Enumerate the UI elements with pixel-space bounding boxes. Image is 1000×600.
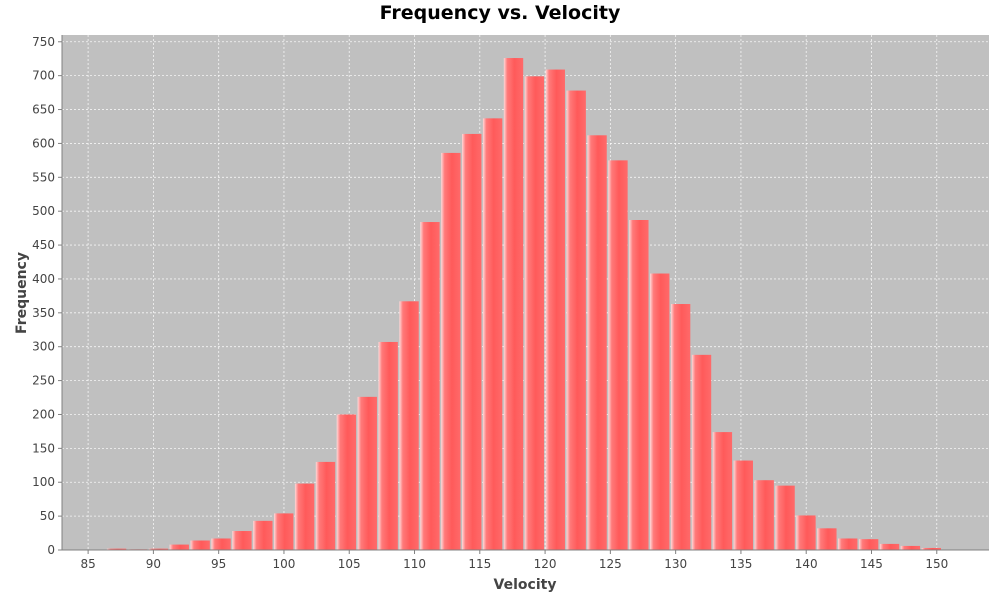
- x-tick-label: 130: [664, 557, 687, 571]
- y-tick-label: 300: [32, 340, 55, 354]
- histogram-bar: [503, 58, 524, 550]
- histogram-bar: [545, 69, 565, 551]
- y-tick-label: 150: [32, 441, 55, 455]
- x-tick-label: 85: [80, 557, 95, 571]
- y-axis-ticks: 0 50 100 150 200 250 300 350 400 450 500 550 600 650 7…: [32, 35, 62, 557]
- y-tick-label: 100: [32, 475, 55, 489]
- histogram-bar: [858, 539, 879, 550]
- x-tick-label: 135: [729, 557, 752, 571]
- y-tick-label: 750: [32, 35, 55, 49]
- histogram-bar: [608, 160, 628, 550]
- x-axis-title: Velocity: [494, 577, 557, 593]
- x-tick-label: 125: [599, 557, 622, 571]
- chart-title: Frequency vs. Velocity: [379, 2, 621, 24]
- y-tick-label: 500: [32, 204, 55, 218]
- histogram-bar: [274, 513, 294, 550]
- histogram-bar: [629, 219, 649, 551]
- histogram-bar: [462, 133, 482, 550]
- histogram-bar: [796, 515, 816, 550]
- histogram-bar: [921, 547, 941, 550]
- histogram-bar: [253, 520, 273, 550]
- histogram-bar: [650, 273, 670, 550]
- histogram-bar: [232, 531, 252, 550]
- histogram-bar: [420, 222, 440, 551]
- histogram-bar: [733, 460, 753, 550]
- histogram-bar: [524, 76, 545, 551]
- x-tick-label: 140: [795, 557, 818, 571]
- histogram-bar: [754, 480, 774, 550]
- histogram-bar: [691, 354, 712, 550]
- histogram-bar: [482, 118, 503, 550]
- y-tick-label: 600: [32, 136, 55, 150]
- histogram-bar: [169, 544, 189, 550]
- histogram-bar: [336, 414, 357, 550]
- y-tick-label: 450: [32, 238, 55, 252]
- y-tick-label: 50: [40, 509, 55, 523]
- histogram-bar: [900, 545, 921, 550]
- y-tick-label: 400: [32, 272, 55, 286]
- x-tick-label: 95: [211, 557, 226, 571]
- x-tick-label: 105: [338, 557, 361, 571]
- histogram-bar: [775, 485, 795, 550]
- histogram-bar: [838, 538, 858, 550]
- histogram-bar: [378, 341, 398, 550]
- y-tick-label: 0: [47, 543, 55, 557]
- y-tick-label: 700: [32, 69, 55, 83]
- histogram-bar: [357, 396, 377, 550]
- histogram-bar: [670, 304, 691, 550]
- x-axis-ticks: 85 90 95 100 105 110 115 120 125 130 135 140 145 150: [80, 550, 948, 571]
- x-tick-label: 150: [925, 557, 948, 571]
- histogram-bar: [315, 461, 336, 550]
- axes: [61, 35, 989, 551]
- histogram-bar: [148, 548, 169, 550]
- histogram-bar: [441, 152, 461, 550]
- x-tick-label: 100: [273, 557, 296, 571]
- histogram-bar: [106, 548, 127, 550]
- x-tick-label: 90: [146, 557, 161, 571]
- histogram-bar: [587, 135, 607, 550]
- histogram-bar: [879, 543, 900, 550]
- histogram-bar: [211, 538, 231, 550]
- histogram-bar: [190, 540, 210, 550]
- y-tick-label: 650: [32, 103, 55, 117]
- histogram-bar: [294, 483, 315, 550]
- histogram-bar: [712, 432, 733, 550]
- x-tick-label: 110: [403, 557, 426, 571]
- y-tick-label: 250: [32, 374, 55, 388]
- histogram-bar: [566, 90, 586, 550]
- x-tick-label: 145: [860, 557, 883, 571]
- y-tick-label: 350: [32, 306, 55, 320]
- y-axis-title: Frequency: [14, 252, 30, 334]
- y-tick-label: 200: [32, 407, 55, 421]
- x-tick-label: 115: [468, 557, 491, 571]
- x-tick-label: 120: [534, 557, 557, 571]
- histogram-bar: [817, 528, 837, 550]
- bars: [106, 58, 941, 551]
- y-tick-label: 550: [32, 170, 55, 184]
- histogram-bar: [399, 301, 419, 550]
